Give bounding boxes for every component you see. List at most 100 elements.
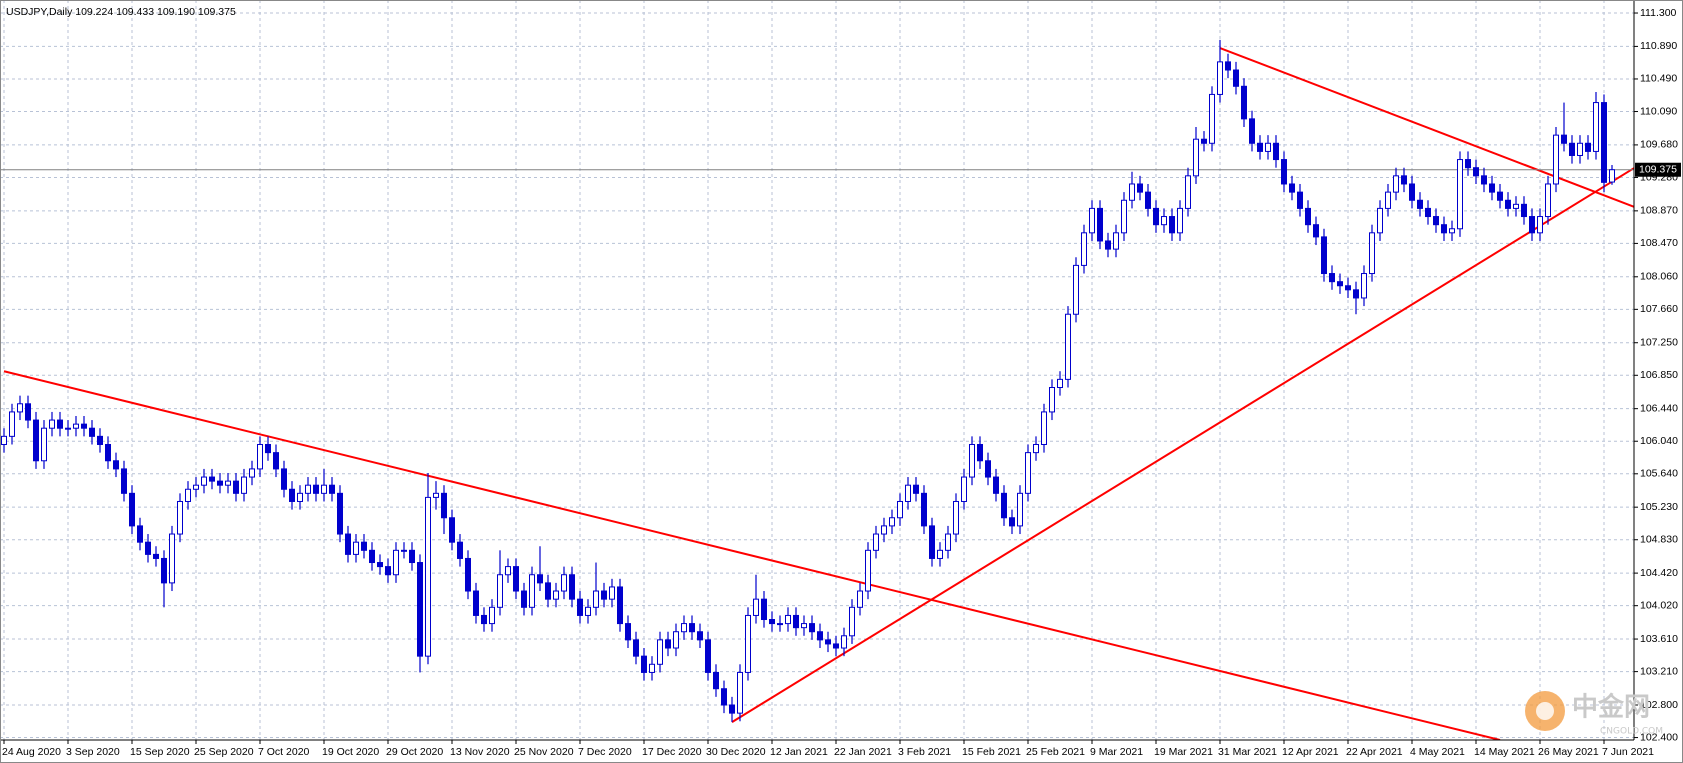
candle-body (1225, 61, 1231, 71)
candle-body (793, 614, 799, 629)
candle-body (1025, 452, 1031, 494)
candle-body (1249, 118, 1255, 144)
candle-body (1049, 387, 1055, 413)
candle-body (577, 598, 583, 616)
candle-body (889, 517, 895, 527)
axis: 111.300110.890110.490110.090109.680109.2… (2, 7, 1681, 758)
watermark-subtitle: CNGOLD.COM (1600, 727, 1663, 737)
candle-body (521, 590, 527, 608)
candle-body (1481, 175, 1487, 185)
candle-body (385, 566, 391, 576)
candle-body (1417, 199, 1423, 209)
candle-body (617, 586, 623, 625)
y-tick-label: 102.400 (1640, 731, 1678, 743)
candle-body (1313, 224, 1319, 238)
y-tick-label: 102.800 (1640, 699, 1678, 711)
watermark-logo-inner (1536, 702, 1554, 720)
candle-body (1161, 216, 1167, 226)
candle-body (345, 533, 351, 555)
candle-body (513, 566, 519, 592)
y-tick-label: 108.060 (1640, 271, 1678, 283)
y-tick-label: 110.090 (1640, 105, 1677, 117)
candle-body (769, 619, 775, 625)
y-tick-label: 106.040 (1640, 435, 1678, 447)
candle-body (1217, 61, 1223, 95)
trend-line (1219, 47, 1634, 208)
x-tick-label: 9 Mar 2021 (1090, 746, 1143, 758)
candle-body (417, 562, 423, 657)
x-tick-label: 25 Nov 2020 (514, 746, 574, 758)
y-tick-label: 109.680 (1640, 139, 1678, 151)
overlays (0, 47, 1634, 740)
candle-body (353, 541, 359, 555)
watermark-title: 中金网 (1572, 692, 1650, 723)
candle-body (401, 549, 407, 552)
candle-body (209, 476, 215, 482)
candle-body (921, 492, 927, 527)
candle-body (289, 488, 295, 502)
candle-body (865, 549, 871, 592)
y-tick-label: 104.020 (1640, 599, 1678, 611)
candle-body (1489, 183, 1495, 193)
y-tick-label: 106.850 (1640, 369, 1678, 381)
candle-body (1185, 175, 1191, 209)
candle-body (161, 557, 167, 584)
candle-body (73, 423, 79, 429)
last-price-box (1635, 162, 1681, 177)
x-tick-label: 15 Sep 2020 (130, 746, 190, 758)
candle-body (817, 631, 823, 641)
candle-body (1401, 175, 1407, 185)
candle-body (1, 435, 7, 445)
candle-body (337, 492, 343, 535)
x-tick-label: 22 Jan 2021 (834, 746, 892, 758)
candle-body (561, 574, 567, 592)
candle-body (1153, 207, 1159, 226)
candle-body (433, 492, 439, 498)
candle-body (849, 606, 855, 637)
candle-body (225, 480, 231, 486)
candle-body (1113, 232, 1119, 250)
candle-body (1473, 167, 1479, 177)
candle-body (65, 427, 71, 430)
candle-body (945, 533, 951, 551)
candle-body (553, 590, 559, 600)
chart-title: USDJPY,Daily 109.224 109.433 109.190 109… (6, 6, 236, 18)
candle-body (529, 574, 535, 608)
candle-body (1601, 102, 1607, 183)
candle-body (1385, 191, 1391, 209)
candle-body (1121, 199, 1127, 234)
candle-body (25, 403, 31, 421)
candle-body (1273, 142, 1279, 161)
x-tick-label: 17 Dec 2020 (642, 746, 702, 758)
candle-body (169, 533, 175, 584)
candle-body (129, 492, 135, 527)
y-tick-label: 104.830 (1640, 534, 1678, 546)
candle-body (273, 452, 279, 470)
candle-body (473, 590, 479, 616)
candle-body (937, 549, 943, 559)
candle-body (905, 484, 911, 502)
candle-body (449, 517, 455, 543)
trend-line (3, 370, 1501, 740)
candle-body (153, 553, 159, 559)
x-tick-label: 15 Feb 2021 (962, 746, 1021, 758)
x-tick-label: 7 Jun 2021 (1602, 746, 1654, 758)
candle-body (1361, 273, 1367, 299)
candle-body (1345, 285, 1351, 291)
candle-body (497, 574, 503, 608)
x-tick-label: 24 Aug 2020 (2, 746, 61, 758)
candle-body (1553, 134, 1559, 185)
candle-body (1465, 159, 1471, 169)
candle-body (1073, 264, 1079, 315)
candle-body (489, 606, 495, 625)
candle-body (857, 590, 863, 608)
candle-body (1409, 183, 1415, 201)
candle-body (665, 639, 671, 649)
candle-body (49, 419, 55, 429)
candle-body (177, 500, 183, 535)
y-tick-label: 104.420 (1640, 567, 1678, 579)
candle-body (777, 623, 783, 626)
